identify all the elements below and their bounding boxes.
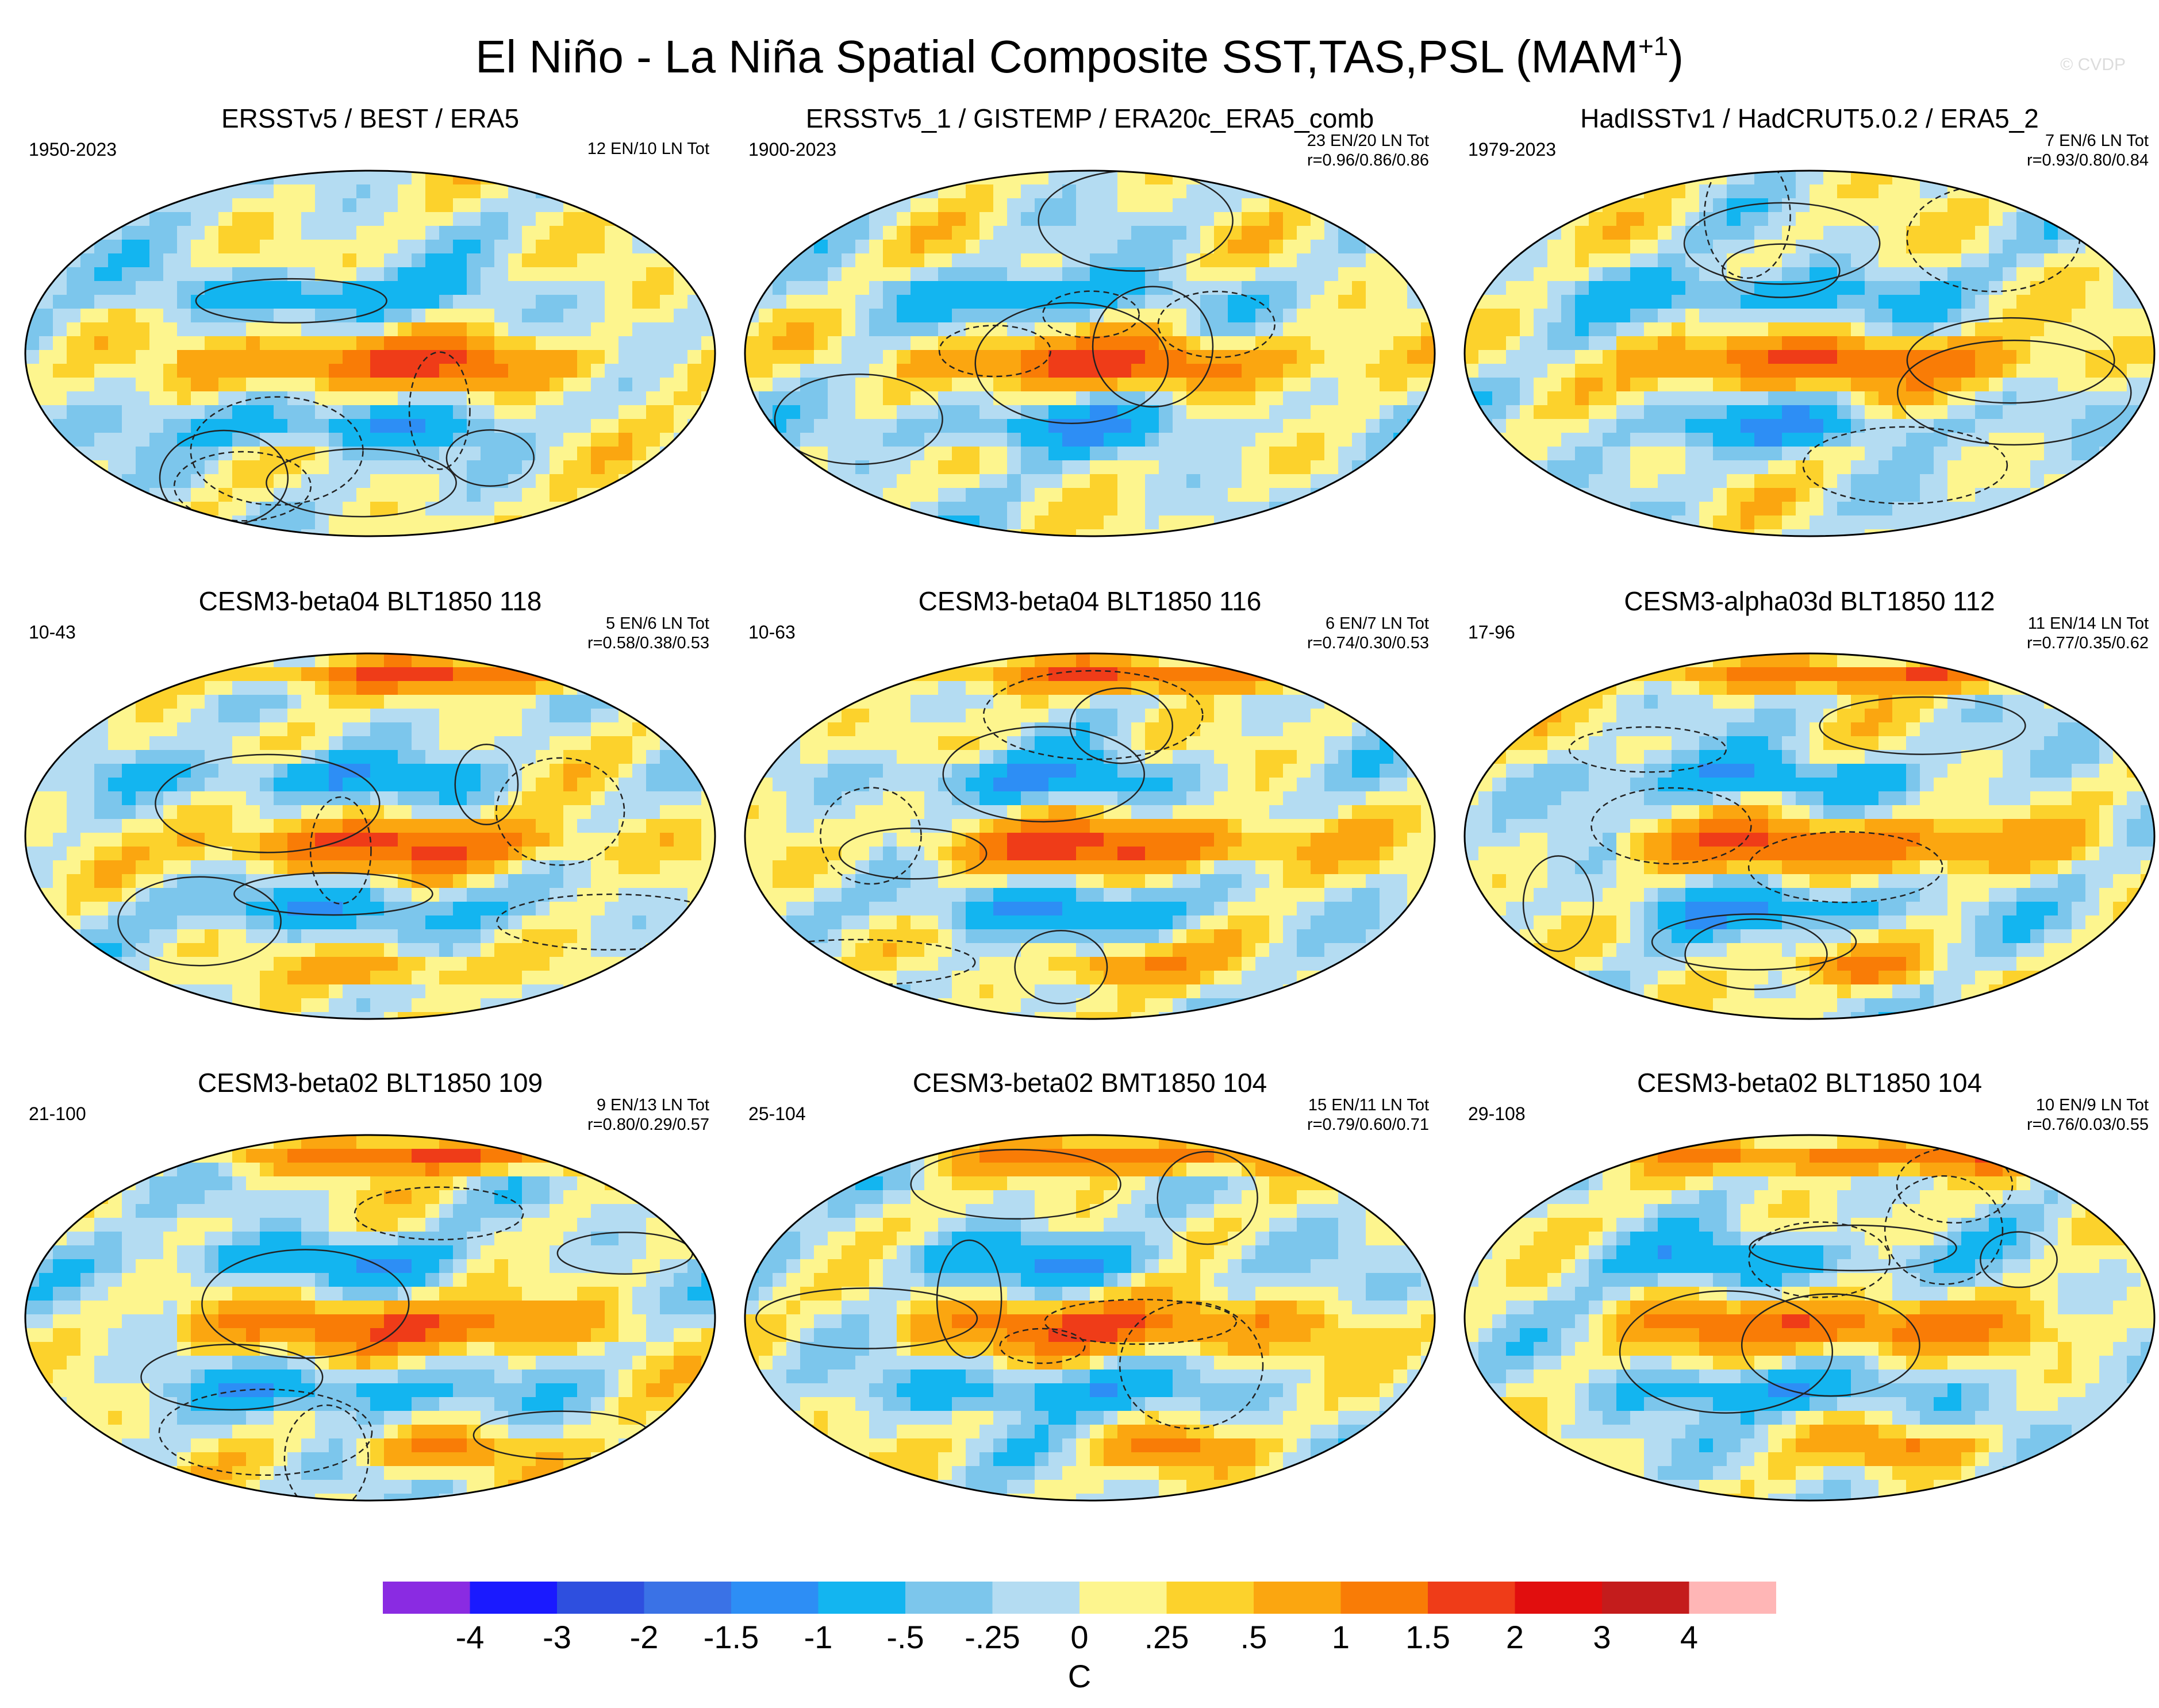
panel-title: CESM3-alpha03d BLT1850 112	[1624, 586, 1995, 616]
colorbar-tick-label: 1.5	[1405, 1619, 1450, 1655]
colorbar-segment	[818, 1582, 906, 1614]
colorbar-tick-label: .25	[1144, 1619, 1189, 1655]
colorbar-segment	[557, 1582, 644, 1614]
colorbar-tick-label: -4	[455, 1619, 485, 1655]
colorbar-segment	[1340, 1582, 1428, 1614]
map-panel: CESM3-beta02 BLT1850 109 21-100 9 EN/13 LN…	[20, 1068, 721, 1522]
map-panel: ERSSTv5_1 / GISTEMP / ERA20c_ERA5_comb 19…	[739, 103, 1440, 557]
colorbar-tick-label: -2	[629, 1619, 659, 1655]
panel-title: CESM3-beta04 BLT1850 116	[918, 586, 1262, 616]
colorbar-segment	[731, 1582, 819, 1614]
colorbar-segment	[992, 1582, 1080, 1614]
map-field	[744, 652, 1436, 1020]
panel-years: 10-43	[29, 622, 76, 643]
colorbar-segment	[1602, 1582, 1689, 1614]
panel-title: CESM3-beta04 BLT1850 118	[198, 586, 542, 616]
map-panel: CESM3-beta02 BLT1850 104 29-108 10 EN/9 LN…	[1459, 1068, 2159, 1522]
colorbar-segment	[905, 1582, 993, 1614]
colorbar-tick-label: 0	[1070, 1619, 1089, 1655]
panel-title: CESM3-beta02 BMT1850 104	[912, 1068, 1267, 1098]
map-field	[1463, 652, 2156, 1020]
map-panel: HadISSTv1 / HadCRUT5.0.2 / ERA5_2 1979-20…	[1459, 103, 2159, 557]
map-field	[1463, 170, 2156, 537]
panel-count: 15 EN/11 LN Tot r=0.79/0.60/0.71	[1307, 1096, 1429, 1134]
map-panel: CESM3-beta04 BLT1850 118 10-43 5 EN/6 LN T…	[20, 586, 721, 1040]
colorbar-segment	[644, 1582, 732, 1614]
colorbar-tick-label: -3	[543, 1619, 571, 1655]
map-panel: CESM3-alpha03d BLT1850 112 17-96 11 EN/14 …	[1459, 586, 2159, 1040]
panel-title: ERSSTv5_1 / GISTEMP / ERA20c_ERA5_comb	[805, 103, 1374, 133]
panel-count: 11 EN/14 LN Tot r=0.77/0.35/0.62	[2026, 614, 2149, 652]
watermark: © CVDP	[2060, 55, 2126, 74]
panel-count: 10 EN/9 LN Tot r=0.76/0.03/0.55	[2026, 1096, 2149, 1134]
colorbar-segment	[1166, 1582, 1254, 1614]
colorbar-tick-label: -.25	[965, 1619, 1020, 1655]
panel-count: 23 EN/20 LN Tot r=0.96/0.86/0.86	[1307, 132, 1429, 170]
map-field	[744, 170, 1436, 537]
panel-count: 5 EN/6 LN Tot r=0.58/0.38/0.53	[587, 614, 709, 652]
colorbar-tick-label: 2	[1505, 1619, 1524, 1655]
colorbar-segment	[470, 1582, 558, 1614]
colorbar-tick-label: 1	[1331, 1619, 1350, 1655]
colorbar-units: C	[1067, 1658, 1092, 1694]
colorbar-tick-label: .5	[1240, 1619, 1267, 1655]
panel-count: 12 EN/10 LN Tot	[587, 140, 709, 158]
map-panel: CESM3-beta04 BLT1850 116 10-63 6 EN/7 LN T…	[739, 586, 1440, 1040]
panel-years: 17-96	[1468, 622, 1515, 643]
panel-years: 10-63	[748, 622, 796, 643]
colorbar	[383, 1582, 1776, 1614]
colorbar-tick-label: -1	[804, 1619, 833, 1655]
colorbar-tick-label: -.5	[886, 1619, 924, 1655]
map-field	[24, 1134, 716, 1502]
map-panel: CESM3-beta02 BMT1850 104 25-104 15 EN/11 L…	[739, 1068, 1440, 1522]
panel-count: 6 EN/7 LN Tot r=0.74/0.30/0.53	[1307, 614, 1429, 652]
panel-title: ERSSTv5 / BEST / ERA5	[221, 103, 520, 133]
colorbar-segment	[1254, 1582, 1341, 1614]
panel-years: 21-100	[29, 1103, 86, 1124]
panel-years: 1950-2023	[29, 139, 117, 160]
map-field	[24, 170, 716, 537]
map-panel: ERSSTv5 / BEST / ERA5 1950-2023 12 EN/10 L…	[20, 103, 721, 557]
colorbar-segment	[1080, 1582, 1167, 1614]
colorbar-segment	[1515, 1582, 1603, 1614]
panel-count: 7 EN/6 LN Tot r=0.93/0.80/0.84	[2026, 132, 2149, 170]
map-field	[744, 1134, 1436, 1502]
panel-years: 1900-2023	[748, 139, 837, 160]
colorbar-segment	[383, 1582, 470, 1614]
panel-title: CESM3-beta02 BLT1850 104	[1636, 1068, 1983, 1098]
colorbar-tick-label: 4	[1680, 1619, 1699, 1655]
chart-title: El Niño - La Niña Spatial Composite SST,…	[475, 31, 1684, 82]
panel-years: 1979-2023	[1468, 139, 1557, 160]
map-field	[24, 652, 716, 1020]
panel-count: 9 EN/13 LN Tot r=0.80/0.29/0.57	[587, 1096, 709, 1134]
colorbar-tick-label: -1.5	[703, 1619, 759, 1655]
colorbar-segment	[1689, 1582, 1776, 1614]
panel-years: 29-108	[1468, 1103, 1526, 1124]
panel-years: 25-104	[748, 1103, 806, 1124]
colorbar-tick-label: 3	[1593, 1619, 1611, 1655]
panel-title: CESM3-beta02 BLT1850 109	[197, 1068, 543, 1098]
panel-title: HadISSTv1 / HadCRUT5.0.2 / ERA5_2	[1580, 103, 2039, 133]
colorbar-segment	[1428, 1582, 1515, 1614]
map-field	[1463, 1134, 2156, 1502]
